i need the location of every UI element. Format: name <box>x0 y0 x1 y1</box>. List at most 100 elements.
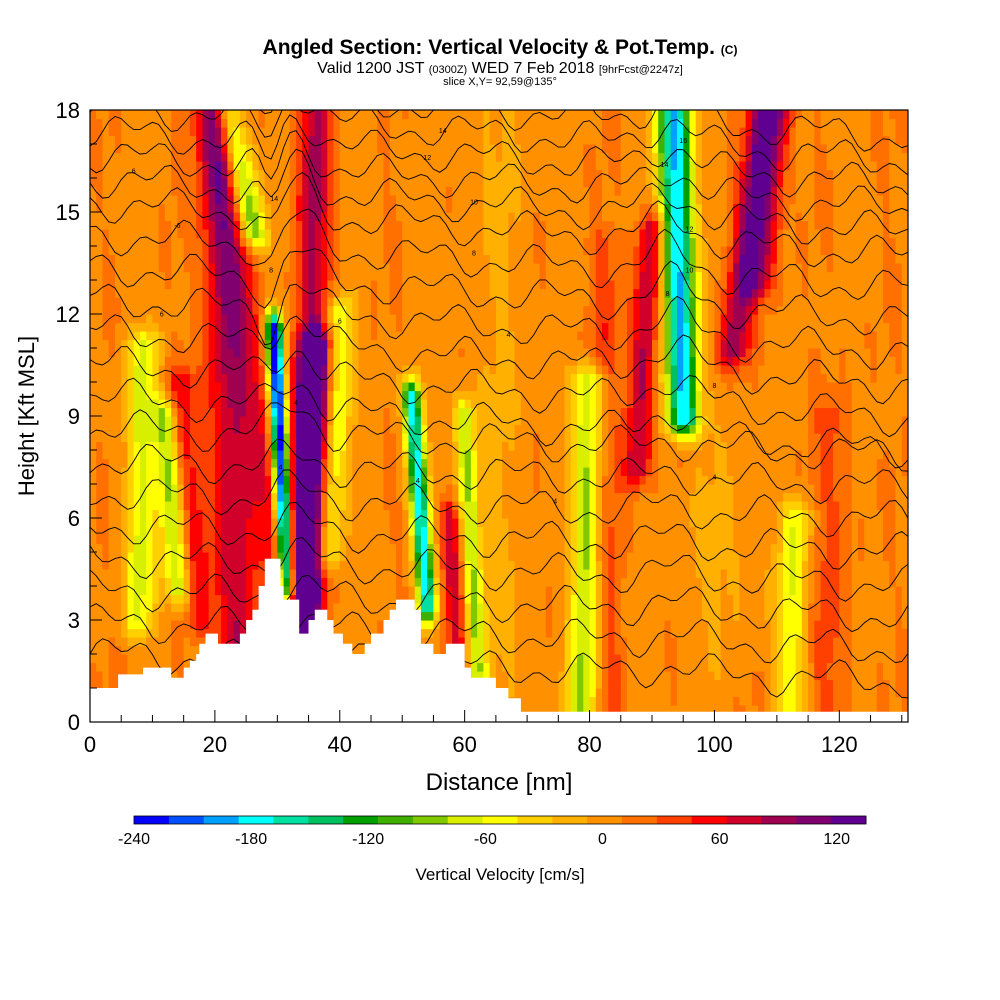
field-cell <box>140 526 147 536</box>
field-cell <box>458 212 466 222</box>
field-cell <box>439 229 447 239</box>
field-cell <box>333 552 341 562</box>
field-cell <box>321 237 328 247</box>
field-cell <box>502 679 509 689</box>
field-cell <box>127 450 135 460</box>
field-cell <box>427 628 434 638</box>
field-cell <box>196 280 203 290</box>
field-cell <box>464 212 472 222</box>
field-cell <box>246 535 253 545</box>
field-cell <box>402 577 409 587</box>
field-cell <box>121 594 128 604</box>
field-cell <box>289 552 297 562</box>
field-cell <box>477 254 484 264</box>
field-cell <box>445 212 453 222</box>
field-cell <box>121 586 128 596</box>
field-cell <box>183 246 191 256</box>
field-cell <box>445 135 453 145</box>
field-cell <box>464 552 472 562</box>
field-cell <box>339 178 347 188</box>
field-cell <box>90 645 97 655</box>
field-cell <box>158 467 166 477</box>
field-cell <box>427 152 434 162</box>
field-cell <box>433 416 441 426</box>
field-cell <box>183 263 191 273</box>
field-cell <box>233 212 241 222</box>
field-cell <box>502 178 509 188</box>
field-cell <box>102 399 110 409</box>
field-cell <box>489 424 497 434</box>
field-cell <box>470 586 478 596</box>
field-cell <box>277 246 285 256</box>
field-cell <box>233 543 241 553</box>
field-cell <box>221 135 228 145</box>
field-cell <box>127 118 135 128</box>
field-cell <box>246 152 253 162</box>
field-cell <box>495 212 503 222</box>
field-cell <box>327 186 335 196</box>
field-cell <box>239 424 247 434</box>
field-cell <box>321 280 328 290</box>
field-cell <box>177 594 185 604</box>
field-cell <box>177 399 185 409</box>
field-cell <box>364 611 372 621</box>
field-cell <box>296 458 303 468</box>
field-cell <box>102 620 110 630</box>
field-cell <box>514 577 522 587</box>
field-cell <box>383 526 391 536</box>
field-cell <box>277 569 285 579</box>
field-cell <box>252 263 260 273</box>
field-cell <box>371 305 378 315</box>
field-cell <box>445 620 453 630</box>
field-cell <box>146 135 153 145</box>
field-cell <box>221 637 228 647</box>
field-cell <box>333 288 341 298</box>
field-cell <box>371 526 378 536</box>
field-cell <box>227 118 235 128</box>
field-cell <box>189 509 197 519</box>
field-cell <box>339 475 347 485</box>
field-cell <box>102 356 110 366</box>
field-cell <box>183 178 191 188</box>
field-cell <box>127 178 135 188</box>
field-cell <box>208 543 216 553</box>
field-cell <box>214 484 222 494</box>
field-cell <box>108 178 116 188</box>
field-cell <box>177 161 185 171</box>
field-cell <box>140 441 147 451</box>
field-cell <box>158 654 166 664</box>
field-cell <box>483 229 491 239</box>
field-cell <box>377 339 384 349</box>
field-cell <box>470 416 478 426</box>
field-cell <box>402 118 409 128</box>
field-cell <box>115 441 122 451</box>
field-cell <box>96 484 103 494</box>
field-cell <box>296 382 303 392</box>
field-cell <box>296 110 303 120</box>
field-cell <box>396 178 403 188</box>
field-cell <box>477 331 484 341</box>
field-cell <box>127 509 135 519</box>
field-cell <box>314 382 322 392</box>
field-cell <box>108 161 116 171</box>
field-cell <box>183 611 191 621</box>
field-cell <box>502 569 509 579</box>
field-cell <box>96 560 103 570</box>
field-cell <box>308 237 316 247</box>
field-cell <box>214 229 222 239</box>
field-cell <box>90 509 97 519</box>
field-cell <box>196 229 203 239</box>
field-cell <box>408 577 416 587</box>
field-cell <box>452 263 459 273</box>
field-cell <box>452 237 459 247</box>
field-cell <box>321 271 328 281</box>
field-cell <box>358 365 366 375</box>
field-cell <box>140 416 147 426</box>
field-cell <box>508 662 516 672</box>
field-cell <box>133 654 141 664</box>
field-cell <box>277 203 285 213</box>
field-cell <box>321 203 328 213</box>
field-cell <box>477 416 484 426</box>
field-cell <box>464 441 472 451</box>
field-cell <box>189 305 197 315</box>
